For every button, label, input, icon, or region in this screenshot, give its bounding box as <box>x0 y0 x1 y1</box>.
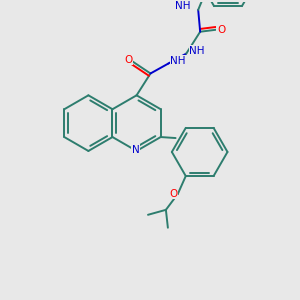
Text: O: O <box>217 25 225 35</box>
Text: N: N <box>132 145 140 155</box>
Text: O: O <box>170 189 178 199</box>
Text: NH: NH <box>170 56 186 65</box>
Text: O: O <box>124 55 133 64</box>
Text: NH: NH <box>175 1 190 11</box>
Text: NH: NH <box>189 46 205 56</box>
